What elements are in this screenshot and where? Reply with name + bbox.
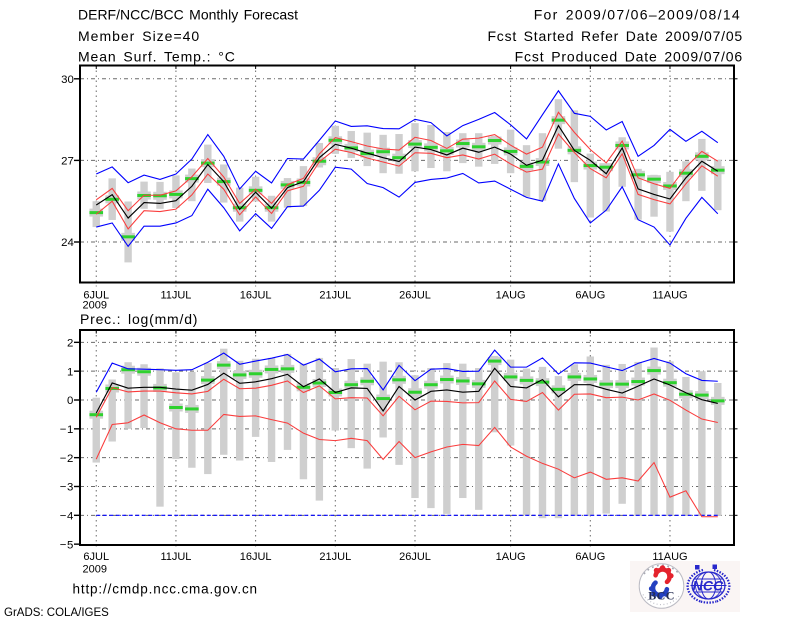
svg-text:http://cmdp.ncc.cma.gov.cn: http://cmdp.ncc.cma.gov.cn — [73, 582, 258, 597]
svg-text:For 2009/07/06–2009/08/14: For 2009/07/06–2009/08/14 — [534, 7, 741, 23]
svg-text:GrADS: COLA/IGES: GrADS: COLA/IGES — [4, 607, 109, 618]
svg-text:6JUL: 6JUL — [83, 551, 109, 563]
svg-text:Fcst Produced Date 2009/07/06: Fcst Produced Date 2009/07/06 — [515, 49, 743, 65]
svg-text:Prec.: log(mm/d): Prec.: log(mm/d) — [80, 311, 198, 327]
svg-text:6AUG: 6AUG — [575, 290, 605, 302]
svg-text:−2: −2 — [60, 453, 74, 465]
svg-text:2009: 2009 — [83, 564, 107, 576]
svg-text:Member Size=40: Member Size=40 — [78, 28, 200, 44]
svg-text:6AUG: 6AUG — [575, 551, 605, 563]
svg-text:1AUG: 1AUG — [496, 290, 526, 302]
svg-text:11AUG: 11AUG — [652, 290, 687, 302]
svg-text:16JUL: 16JUL — [240, 551, 272, 563]
svg-text:2009: 2009 — [83, 300, 107, 312]
svg-text:−5: −5 — [60, 539, 74, 551]
svg-text:−3: −3 — [60, 482, 74, 494]
svg-text:0: 0 — [67, 395, 74, 407]
svg-text:26JUL: 26JUL — [399, 290, 431, 302]
svg-text:26JUL: 26JUL — [399, 551, 431, 563]
svg-text:21JUL: 21JUL — [319, 290, 351, 302]
svg-text:DERF/NCC/BCC Monthly Forecast: DERF/NCC/BCC Monthly Forecast — [78, 7, 298, 23]
svg-text:2: 2 — [67, 338, 74, 350]
svg-text:11AUG: 11AUG — [652, 551, 687, 563]
svg-text:24: 24 — [61, 237, 74, 249]
svg-text:1AUG: 1AUG — [496, 551, 526, 563]
svg-text:NCC: NCC — [693, 578, 725, 594]
svg-text:21JUL: 21JUL — [319, 551, 351, 563]
svg-text:16JUL: 16JUL — [240, 290, 272, 302]
svg-text:11JUL: 11JUL — [160, 290, 191, 302]
svg-text:27: 27 — [61, 156, 74, 168]
svg-text:BCC: BCC — [648, 589, 675, 603]
svg-text:−4: −4 — [60, 511, 74, 523]
svg-text:−1: −1 — [60, 424, 74, 436]
svg-text:Mean Surf. Temp.: °C: Mean Surf. Temp.: °C — [78, 49, 236, 65]
svg-text:6JUL: 6JUL — [83, 290, 109, 302]
svg-text:30: 30 — [61, 74, 74, 86]
svg-text:11JUL: 11JUL — [160, 551, 191, 563]
svg-text:Fcst Started Refer Date 2009/0: Fcst Started Refer Date 2009/07/05 — [487, 28, 743, 44]
svg-text:1: 1 — [67, 366, 74, 378]
